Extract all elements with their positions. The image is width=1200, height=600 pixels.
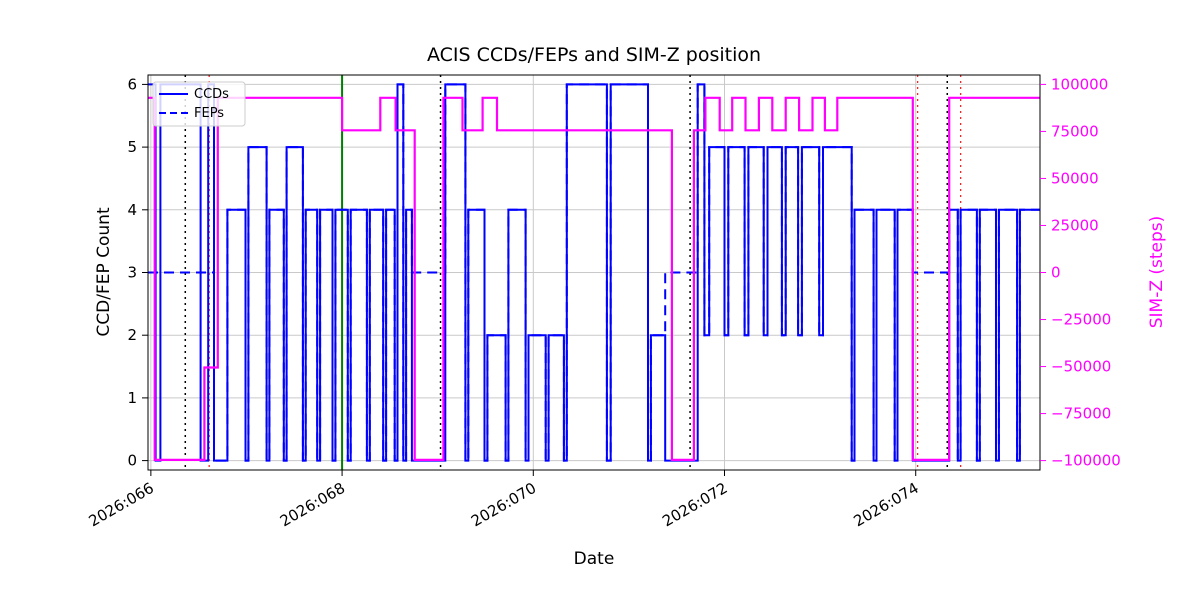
y-axis-left-ticks: 0 1 2 3 4 5 6: [127, 75, 148, 470]
y-tick-label-left: 0: [127, 452, 137, 470]
y-tick-label-right: −100000: [1051, 452, 1121, 470]
y-tick-label-left: 5: [127, 138, 137, 156]
x-tick-label: 2026:068: [277, 479, 348, 531]
y-tick-label-left: 2: [127, 326, 137, 344]
y-tick-label-right: −50000: [1051, 358, 1111, 376]
y-tick-label-right: −75000: [1051, 405, 1111, 423]
y-tick-label-right: 0: [1051, 264, 1061, 282]
y-tick-label-right: 50000: [1051, 169, 1099, 187]
y-tick-label-left: 3: [127, 264, 137, 282]
legend: CCDs FEPs: [152, 81, 246, 127]
event-vlines: [184, 75, 962, 470]
y-tick-label-left: 6: [127, 75, 137, 93]
grid: [148, 75, 1040, 470]
x-tick-label: 2026:072: [659, 479, 730, 531]
x-tick-label: 2026:074: [850, 479, 921, 531]
x-tick-label: 2026:070: [468, 479, 539, 531]
y-tick-label-right: 25000: [1051, 216, 1099, 234]
simz-line: [148, 96, 1040, 461]
x-axis-ticks: 2026:066 2026:068 2026:070 2026:072 2026:074: [86, 470, 922, 530]
legend-feps-label: FEPs: [194, 106, 224, 121]
y-tick-label-right: −25000: [1051, 311, 1111, 329]
y-tick-label-left: 4: [127, 201, 137, 219]
legend-ccds-label: CCDs: [194, 87, 229, 102]
y-axis-label-left: CCD/FEP Count: [94, 207, 114, 337]
y-tick-label-left: 1: [127, 389, 137, 407]
y-axis-right-ticks: 100000 75000 50000 25000 0 −25000 −50000 −75000…: [1040, 75, 1121, 470]
y-tick-label-right: 100000: [1051, 75, 1108, 93]
ccds-line: [148, 83, 1040, 462]
y-axis-label-right: SIM-Z (steps): [1147, 215, 1167, 329]
x-tick-label: 2026:066: [86, 479, 157, 531]
x-axis-label: Date: [573, 549, 615, 569]
y-tick-label-right: 75000: [1051, 122, 1099, 140]
chart-title: ACIS CCDs/FEPs and SIM-Z position: [426, 44, 762, 66]
series: [148, 83, 1040, 462]
